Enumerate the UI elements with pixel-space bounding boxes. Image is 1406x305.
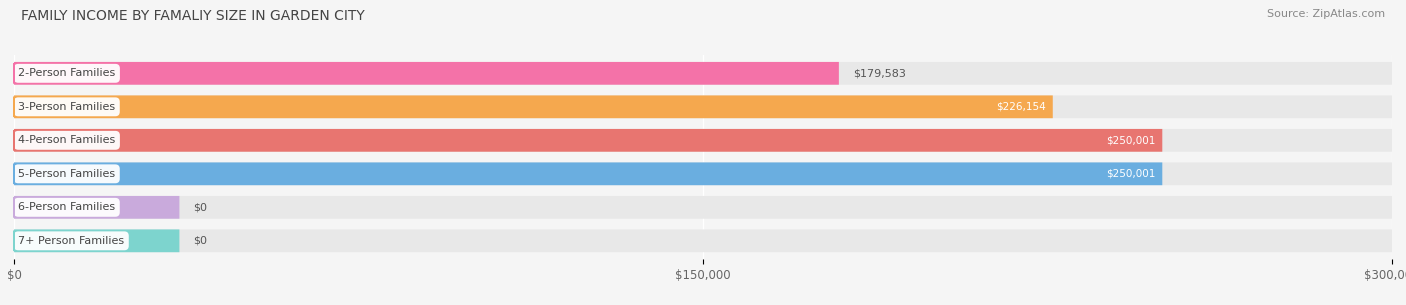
FancyBboxPatch shape: [14, 196, 180, 219]
Text: $179,583: $179,583: [852, 68, 905, 78]
FancyBboxPatch shape: [14, 163, 1163, 185]
Text: $250,001: $250,001: [1107, 169, 1156, 179]
FancyBboxPatch shape: [14, 62, 1392, 85]
Text: 7+ Person Families: 7+ Person Families: [18, 236, 124, 246]
FancyBboxPatch shape: [14, 95, 1392, 118]
FancyBboxPatch shape: [14, 196, 1392, 219]
Text: 6-Person Families: 6-Person Families: [18, 202, 115, 212]
Text: Source: ZipAtlas.com: Source: ZipAtlas.com: [1267, 9, 1385, 19]
FancyBboxPatch shape: [14, 129, 1392, 152]
Text: $226,154: $226,154: [995, 102, 1046, 112]
FancyBboxPatch shape: [14, 62, 839, 85]
Text: 3-Person Families: 3-Person Families: [18, 102, 115, 112]
Text: $0: $0: [193, 236, 207, 246]
FancyBboxPatch shape: [14, 95, 1053, 118]
Text: 4-Person Families: 4-Person Families: [18, 135, 115, 145]
FancyBboxPatch shape: [14, 163, 1392, 185]
FancyBboxPatch shape: [14, 129, 1163, 152]
Text: $250,001: $250,001: [1107, 135, 1156, 145]
Text: 5-Person Families: 5-Person Families: [18, 169, 115, 179]
FancyBboxPatch shape: [14, 229, 1392, 252]
Text: $0: $0: [193, 202, 207, 212]
Text: 2-Person Families: 2-Person Families: [18, 68, 115, 78]
Text: FAMILY INCOME BY FAMALIY SIZE IN GARDEN CITY: FAMILY INCOME BY FAMALIY SIZE IN GARDEN …: [21, 9, 364, 23]
FancyBboxPatch shape: [14, 229, 180, 252]
